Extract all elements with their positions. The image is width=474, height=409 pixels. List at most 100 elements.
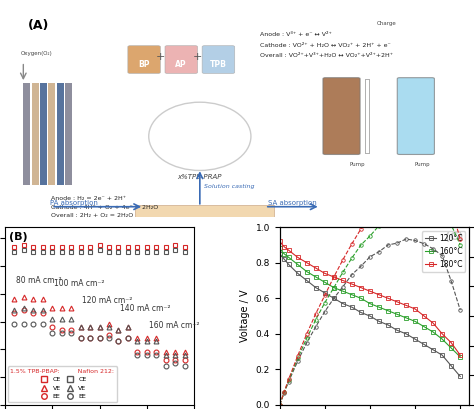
- Text: +: +: [155, 52, 165, 61]
- FancyBboxPatch shape: [32, 83, 39, 185]
- FancyBboxPatch shape: [365, 79, 369, 153]
- 160°C: [322, 280, 328, 285]
- Line: 120°C: 120°C: [278, 252, 462, 378]
- 160°C: [430, 330, 436, 335]
- 120°C: [367, 314, 373, 319]
- FancyBboxPatch shape: [23, 83, 30, 185]
- 160°C: [304, 269, 310, 274]
- Text: 160 mA cm⁻²: 160 mA cm⁻²: [149, 321, 200, 330]
- Text: BP: BP: [138, 61, 150, 70]
- 120°C: [376, 319, 382, 324]
- 160°C: [367, 301, 373, 306]
- 160°C: [376, 305, 382, 310]
- 180°C: [403, 303, 409, 308]
- Text: x%TPB-PRAP: x%TPB-PRAP: [178, 174, 222, 180]
- 120°C: [358, 310, 364, 315]
- Text: Cathode : VO²⁺ + H₂O ↔ VO₂⁺ + 2H⁺ + e⁻: Cathode : VO²⁺ + H₂O ↔ VO₂⁺ + 2H⁺ + e⁻: [260, 43, 391, 48]
- 180°C: [358, 285, 364, 290]
- 120°C: [421, 342, 427, 347]
- 120°C: [412, 337, 418, 342]
- 160°C: [448, 346, 454, 351]
- 160°C: [277, 246, 283, 251]
- 180°C: [340, 278, 346, 283]
- 160°C: [313, 274, 319, 279]
- 120°C: [385, 322, 391, 327]
- 120°C: [331, 296, 337, 301]
- 160°C: [457, 355, 463, 360]
- 180°C: [295, 255, 301, 260]
- Text: (C): (C): [445, 232, 464, 243]
- Text: Charge: Charge: [376, 21, 396, 27]
- FancyBboxPatch shape: [323, 78, 360, 155]
- Text: SA absorption: SA absorption: [268, 200, 317, 206]
- FancyBboxPatch shape: [128, 46, 160, 73]
- Text: 120 mA cm⁻²: 120 mA cm⁻²: [82, 296, 133, 305]
- FancyBboxPatch shape: [40, 83, 47, 185]
- Text: (B): (B): [9, 232, 27, 243]
- FancyBboxPatch shape: [57, 83, 64, 185]
- 160°C: [282, 252, 287, 256]
- 160°C: [439, 337, 445, 342]
- 160°C: [286, 255, 292, 260]
- Text: 140 mA cm⁻²: 140 mA cm⁻²: [120, 304, 171, 313]
- FancyBboxPatch shape: [165, 46, 198, 73]
- 180°C: [331, 274, 337, 279]
- 180°C: [313, 265, 319, 270]
- 120°C: [295, 271, 301, 276]
- 120°C: [349, 305, 355, 310]
- 180°C: [322, 271, 328, 276]
- FancyBboxPatch shape: [397, 78, 434, 155]
- 180°C: [367, 289, 373, 294]
- 160°C: [340, 289, 346, 294]
- 160°C: [412, 319, 418, 324]
- Text: Anode : H₂ = 2e⁻ + 2H⁺: Anode : H₂ = 2e⁻ + 2H⁺: [51, 196, 126, 201]
- 120°C: [304, 278, 310, 283]
- Text: 100 mA cm⁻²: 100 mA cm⁻²: [54, 279, 105, 288]
- 120°C: [403, 331, 409, 336]
- FancyBboxPatch shape: [365, 79, 369, 153]
- 120°C: [457, 374, 463, 379]
- FancyBboxPatch shape: [65, 83, 72, 185]
- 160°C: [403, 315, 409, 320]
- Legend: 120°C, 160°C, 180°C: 120°C, 160°C, 180°C: [422, 231, 465, 272]
- Text: (A): (A): [28, 19, 49, 32]
- Text: +: +: [193, 52, 202, 61]
- Text: 80 mA cm⁻²: 80 mA cm⁻²: [16, 276, 62, 285]
- 180°C: [412, 306, 418, 311]
- 160°C: [331, 285, 337, 290]
- Text: PA absorption: PA absorption: [50, 200, 99, 206]
- 180°C: [439, 331, 445, 336]
- 180°C: [448, 340, 454, 345]
- 160°C: [358, 296, 364, 301]
- 180°C: [304, 260, 310, 265]
- Text: Cathode : 4H⁺ + O₂ + 4e⁻ = 2H₂O: Cathode : 4H⁺ + O₂ + 4e⁻ = 2H₂O: [51, 205, 158, 210]
- 120°C: [448, 363, 454, 368]
- Y-axis label: Voltage / V: Voltage / V: [240, 290, 250, 342]
- Text: Oxygen(O₂): Oxygen(O₂): [21, 51, 53, 56]
- 120°C: [313, 285, 319, 290]
- Text: Pump: Pump: [350, 162, 365, 167]
- 180°C: [282, 244, 287, 249]
- 160°C: [349, 292, 355, 297]
- 180°C: [457, 353, 463, 357]
- 120°C: [282, 257, 287, 262]
- 180°C: [421, 314, 427, 319]
- Line: 160°C: 160°C: [278, 247, 462, 359]
- 160°C: [421, 324, 427, 329]
- 180°C: [286, 248, 292, 253]
- 180°C: [349, 281, 355, 286]
- 180°C: [376, 292, 382, 297]
- 180°C: [394, 299, 400, 304]
- FancyBboxPatch shape: [48, 83, 55, 185]
- 120°C: [439, 353, 445, 357]
- 120°C: [394, 328, 400, 333]
- Text: Overall : VO²⁺+V³⁺+H₂O ↔ VO₂⁺+V²⁺+2H⁺: Overall : VO²⁺+V³⁺+H₂O ↔ VO₂⁺+V²⁺+2H⁺: [260, 54, 393, 58]
- 120°C: [340, 301, 346, 306]
- Text: Solution casting: Solution casting: [204, 184, 255, 189]
- Text: TPB: TPB: [210, 61, 227, 70]
- 180°C: [430, 321, 436, 326]
- Legend: CE, VE, EE, CE, VE, EE: CE, VE, EE, CE, VE, EE: [8, 366, 117, 402]
- 180°C: [277, 239, 283, 244]
- Line: 180°C: 180°C: [278, 240, 462, 357]
- 120°C: [322, 290, 328, 295]
